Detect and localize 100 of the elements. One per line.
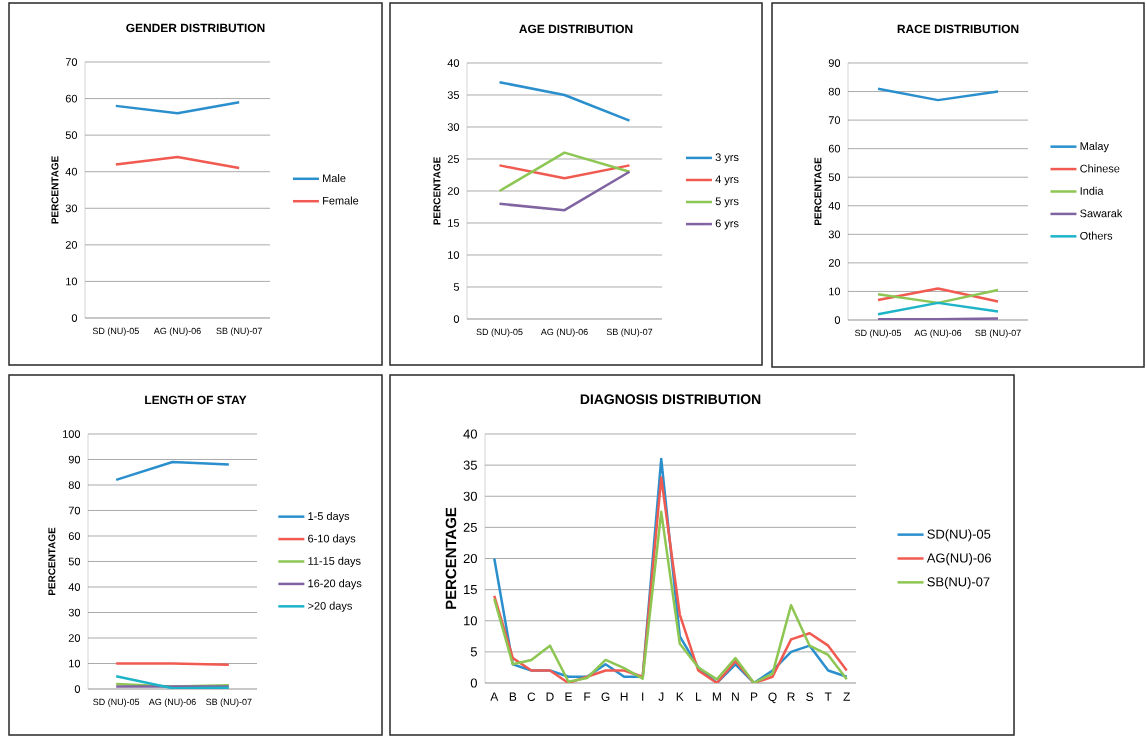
x-tick-label: AG (NU)-06 [540,328,588,337]
y-tick-label: 40 [463,429,477,439]
y-tick-label: 10 [69,659,81,668]
y-axis-title: PERCENTAGE [445,507,457,609]
y-tick-label: 70 [828,116,841,124]
y-tick-label: 90 [68,455,81,464]
y-axis-title: PERCENTAGE [814,157,822,226]
x-tick-label: K [676,692,684,701]
x-tick-label: R [787,692,795,701]
y-tick-label: 20 [68,634,81,642]
x-tick-label: N [732,692,739,701]
x-tick-label: T [824,692,832,701]
y-tick-label: 10 [829,287,841,296]
legend-label: >20 days [308,601,352,612]
y-tick-label: 60 [68,532,81,540]
legend-label: SD(NU)-05 [927,529,991,542]
y-tick-label: 20 [828,259,841,267]
y-axis-title: PERCENTAGE [433,157,441,225]
x-tick-label: J [658,692,664,701]
chart-title: AGE DISTRIBUTION [519,24,633,34]
y-axis-title: PERCENTAGE [51,156,59,224]
y-tick-label: 60 [65,94,78,103]
y-tick-label: 40 [447,59,460,67]
x-tick-label: SD (NU)-05 [92,327,139,336]
chart-title: LENGTH OF STAY [145,395,247,405]
y-tick-label: 50 [65,131,78,140]
y-tick-label: 80 [68,481,81,489]
y-tick-label: 30 [828,230,841,239]
y-tick-label: 0 [834,316,841,324]
x-tick-label: SB (NU)-07 [206,698,252,707]
y-axis-title: PERCENTAGE [48,527,56,596]
chart-title: DIAGNOSIS DISTRIBUTION [580,394,761,405]
y-tick-label: 0 [74,685,81,693]
y-tick-label: 50 [68,557,81,566]
y-tick-label: 20 [463,553,477,564]
y-tick-label: 10 [448,251,460,259]
y-tick-label: 90 [828,59,841,67]
legend-label: 5 yrs [715,197,739,208]
y-tick-label: 5 [453,283,460,291]
x-tick-label: P [750,692,758,701]
x-tick-label: SD (NU)-05 [93,698,140,707]
x-tick-label: E [565,692,572,701]
y-tick-label: 0 [71,314,78,322]
x-tick-label: M [712,692,721,701]
y-tick-label: 20 [65,240,78,249]
x-tick-label: SB (NU)-07 [975,329,1021,338]
y-tick-label: 80 [828,87,841,96]
y-tick-label: 10 [66,277,78,286]
y-tick-label: 40 [65,167,78,176]
legend-label: SB(NU)-07 [927,576,990,589]
chart-title: RACE DISTRIBUTION [897,24,1019,34]
y-tick-label: 15 [464,585,477,595]
x-tick-label: Z [843,692,851,701]
x-tick-label: H [620,692,628,701]
y-tick-label: 15 [448,219,460,227]
legend-label: AG(NU)-06 [926,553,991,566]
y-tick-label: 100 [63,430,81,438]
legend-label: Sawarak [1080,209,1123,218]
x-tick-label: AG (NU)-06 [914,329,962,338]
y-tick-label: 50 [828,173,841,182]
x-tick-label: AG (NU)-06 [148,698,196,707]
legend-label: 6-10 days [308,534,356,545]
x-tick-label: SD (NU)-05 [476,328,523,337]
legend-label: 16-20 days [308,579,362,590]
legend-label: 11-15 days [308,556,361,567]
y-tick-label: 25 [463,522,477,532]
legend-label: 1-5 days [308,511,350,523]
x-tick-label: B [509,692,517,701]
legend-label: Female [323,196,359,205]
chart-title: GENDER DISTRIBUTION [126,23,265,33]
x-tick-label: I [642,692,644,701]
y-tick-label: 60 [828,144,841,153]
x-tick-label: D [546,692,554,701]
y-tick-label: 20 [447,187,460,195]
legend-label: 3 yrs [715,153,739,164]
y-tick-label: 10 [464,616,477,626]
y-tick-label: 5 [470,647,477,657]
legend-label: India [1080,186,1104,195]
y-tick-label: 30 [68,608,81,617]
x-tick-label: Q [768,692,777,704]
legend-label: 6 yrs [715,219,739,230]
x-tick-label: L [695,692,702,701]
legend-label: Chinese [1080,164,1120,173]
legend-label: Others [1080,231,1113,240]
y-tick-label: 35 [447,91,460,99]
legend-label: Malay [1080,141,1109,153]
y-tick-label: 40 [68,583,81,591]
x-tick-label: C [527,692,536,701]
x-tick-label: AG (NU)-06 [153,327,201,336]
y-tick-label: 40 [828,201,841,210]
legend-label: Male [323,174,346,183]
x-tick-label: SD (NU)-05 [855,329,902,338]
y-tick-label: 0 [470,678,477,688]
y-tick-label: 70 [65,58,78,66]
x-tick-label: G [601,692,610,701]
y-tick-label: 0 [453,315,460,323]
x-tick-label: SB (NU)-07 [216,327,262,336]
x-tick-label: A [490,692,499,701]
y-tick-label: 30 [463,491,477,501]
y-tick-label: 70 [68,506,81,515]
